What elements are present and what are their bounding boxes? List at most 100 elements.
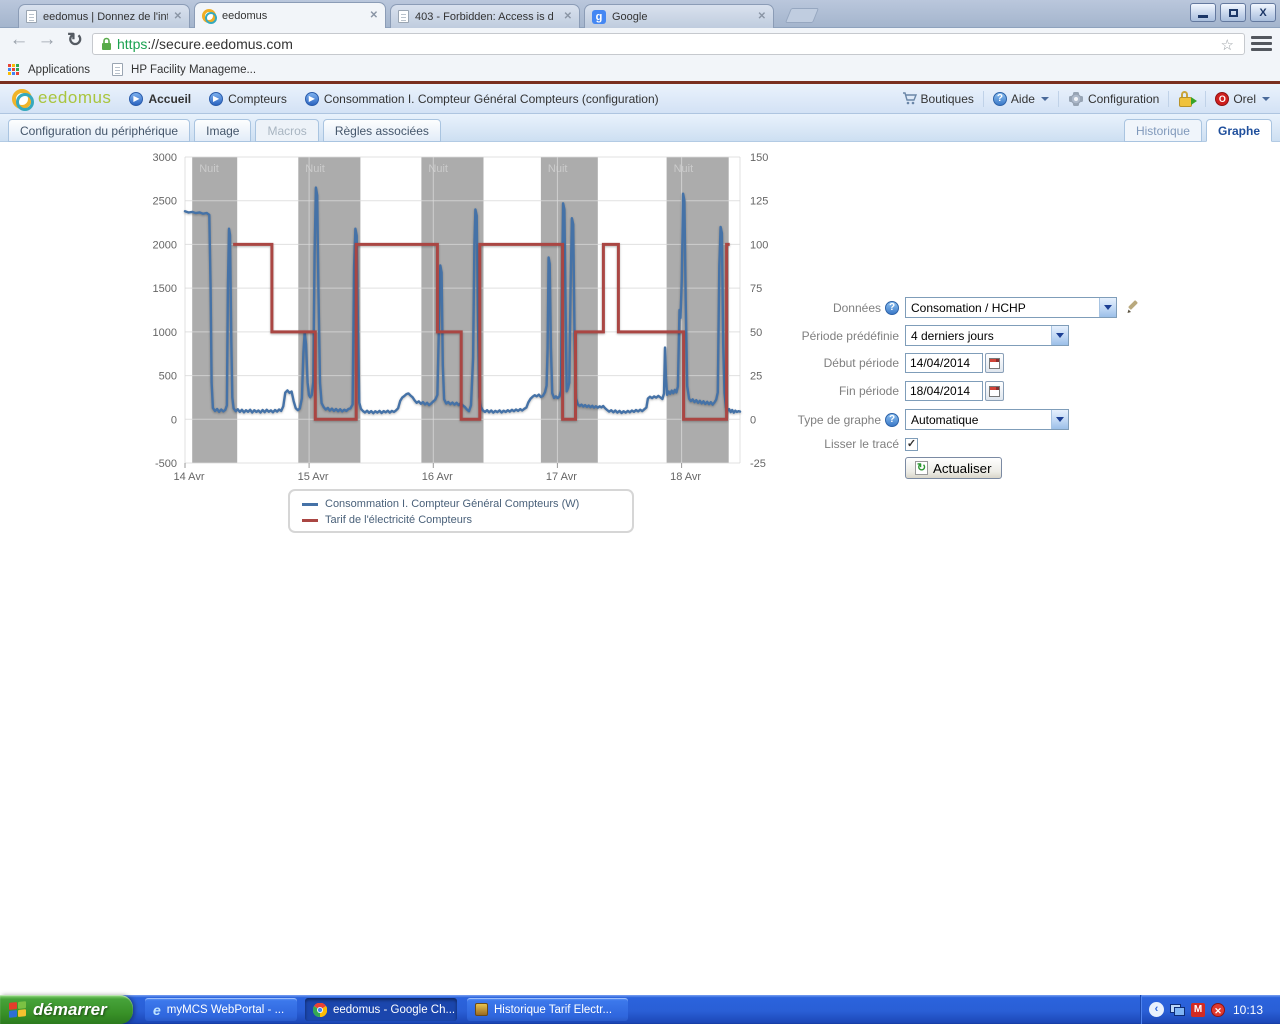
legend-item-consommation[interactable]: Consommation I. Compteur Général Compteu… (302, 496, 632, 512)
close-icon[interactable]: ✕ (369, 10, 378, 21)
site-header: eedomus ▶ Accueil ▶ Compteurs ▶ Consomma… (0, 84, 1280, 114)
close-button[interactable]: X (1250, 3, 1276, 22)
graph-settings-panel: Données? Consomation / HCHP Période préd… (780, 290, 1150, 490)
breadcrumb-device[interactable]: ▶ Consommation I. Compteur Général Compt… (304, 91, 659, 106)
browser-tab-1[interactable]: eedomus | Donnez de l'intelli ✕ (18, 4, 190, 28)
start-button[interactable]: démarrer (0, 995, 133, 1024)
svg-text:0: 0 (750, 414, 756, 426)
svg-text:15 Avr: 15 Avr (298, 471, 329, 483)
type-graphe-select[interactable]: Automatique (905, 409, 1069, 430)
eedomus-logo-text[interactable]: eedomus (38, 87, 112, 107)
tab-title: eedomus (222, 9, 268, 22)
page-icon (26, 10, 37, 23)
type-graphe-label: Type de graphe (797, 412, 881, 427)
address-bar[interactable]: https://secure.eedomus.com ☆ (92, 33, 1245, 55)
svg-text:Nuit: Nuit (674, 163, 694, 175)
close-icon[interactable]: ✕ (173, 11, 182, 22)
taskbar-window-mymcs[interactable]: e myMCS WebPortal - ... (145, 998, 297, 1021)
tab-title: 403 - Forbidden: Access is d (415, 10, 554, 23)
svg-text:0: 0 (171, 414, 177, 426)
browser-tab-2-active[interactable]: eedomus ✕ (194, 2, 386, 28)
browser-tab-4[interactable]: g Google ✕ (584, 4, 774, 28)
back-icon[interactable]: ← (9, 29, 29, 50)
chevron-down-icon[interactable] (1099, 298, 1116, 317)
debut-date-input[interactable]: 14/04/2014 (905, 353, 983, 373)
svg-text:2000: 2000 (153, 239, 177, 251)
new-tab-button[interactable] (784, 8, 820, 23)
svg-text:3000: 3000 (153, 152, 177, 164)
legend-item-tarif[interactable]: Tarif de l'électricité Compteurs (302, 512, 632, 528)
chart-legend: Consommation I. Compteur Général Compteu… (288, 489, 634, 533)
chevron-down-icon (1262, 96, 1270, 101)
tab-image[interactable]: Image (194, 119, 252, 142)
forward-icon[interactable]: → (37, 29, 57, 50)
tab-macros: Macros (255, 119, 319, 142)
menu-user[interactable]: O Orel (1215, 91, 1270, 106)
chevron-down-icon[interactable] (1051, 410, 1068, 429)
svg-text:75: 75 (750, 283, 762, 295)
menu-aide[interactable]: ? Aide (992, 91, 1049, 106)
hide-icons-chevron-icon[interactable]: ‹ (1149, 1002, 1164, 1017)
chevron-down-icon[interactable] (1051, 326, 1068, 345)
svg-text:500: 500 (159, 371, 177, 383)
tab-historique[interactable]: Historique (1123, 119, 1202, 142)
clock[interactable]: 10:13 (1233, 1002, 1264, 1017)
bookmark-apps[interactable]: Applications (28, 63, 91, 76)
svg-text:18 Avr: 18 Avr (670, 471, 701, 483)
svg-text:17 Avr: 17 Avr (546, 471, 577, 483)
svg-text:16 Avr: 16 Avr (422, 471, 453, 483)
svg-text:Nuit: Nuit (428, 163, 448, 175)
help-icon[interactable]: ? (885, 300, 899, 315)
svg-text:150: 150 (750, 152, 768, 164)
mcafee-icon[interactable]: M (1191, 1002, 1205, 1017)
security-alert-icon[interactable]: ✕ (1211, 1002, 1225, 1017)
legend-swatch-red (302, 518, 318, 522)
window-controls: X (1190, 3, 1276, 22)
header-menu: Boutiques ? Aide Configuration (902, 84, 1270, 113)
windows-flag-icon (9, 1001, 26, 1018)
restore-button[interactable] (1220, 3, 1246, 22)
menu-boutiques[interactable]: Boutiques (902, 92, 974, 106)
actualiser-button[interactable]: ↻ Actualiser (905, 457, 1002, 479)
tab-configuration-peripherique[interactable]: Configuration du périphérique (8, 119, 191, 142)
page-top-border (0, 81, 1280, 84)
calendar-icon[interactable] (985, 381, 1004, 401)
taskbar-window-eedomus[interactable]: eedomus - Google Ch... (305, 998, 457, 1021)
menu-configuration[interactable]: Configuration (1068, 91, 1159, 107)
svg-text:1000: 1000 (153, 327, 177, 339)
nav-accueil[interactable]: ▶ Accueil (129, 91, 191, 106)
taskbar-window-historique[interactable]: Historique Tarif Electr... (467, 998, 628, 1021)
tab-graphe[interactable]: Graphe (1205, 119, 1272, 142)
consumption-chart[interactable]: NuitNuitNuitNuitNuit-500-250050025100050… (145, 150, 785, 490)
fin-label: Fin période (838, 384, 899, 398)
calendar-icon[interactable] (985, 353, 1004, 373)
help-icon[interactable]: ? (885, 412, 899, 427)
bookmark-hp[interactable]: HP Facility Manageme... (131, 63, 257, 76)
svg-text:2500: 2500 (153, 196, 177, 208)
fin-date-input[interactable]: 18/04/2014 (905, 381, 983, 401)
bookmark-star-icon[interactable]: ☆ (1220, 37, 1234, 54)
edit-pencil-icon[interactable] (1125, 300, 1140, 315)
lock-icon[interactable] (1178, 90, 1198, 107)
browser-tab-3[interactable]: 403 - Forbidden: Access is d ✕ (390, 4, 580, 28)
minimize-button[interactable] (1190, 3, 1216, 22)
arrow-circle-icon: ▶ (304, 91, 319, 106)
cart-icon (902, 92, 917, 105)
nav-compteurs[interactable]: ▶ Compteurs (209, 91, 287, 106)
browser-toolbar: ← → ↻ https://secure.eedomus.com ☆ (0, 28, 1280, 58)
lisser-checkbox[interactable]: ✓ (905, 437, 918, 451)
eedomus-logo-icon[interactable] (12, 88, 34, 111)
donnees-select[interactable]: Consomation / HCHP (905, 297, 1117, 318)
close-icon[interactable]: ✕ (563, 11, 572, 22)
reload-icon[interactable]: ↻ (67, 30, 83, 51)
browser-tab-strip: eedomus | Donnez de l'intelli ✕ eedomus … (0, 0, 1280, 28)
chrome-menu-icon[interactable] (1251, 36, 1272, 51)
page-icon (398, 10, 409, 23)
close-icon[interactable]: ✕ (757, 11, 766, 22)
page-tab-bar: Configuration du périphérique Image Macr… (0, 114, 1280, 142)
periode-label: Période prédéfinie (801, 328, 899, 343)
tab-regles-associees[interactable]: Règles associées (322, 119, 441, 142)
periode-select[interactable]: 4 derniers jours (905, 325, 1069, 346)
network-icon[interactable] (1170, 1003, 1185, 1016)
